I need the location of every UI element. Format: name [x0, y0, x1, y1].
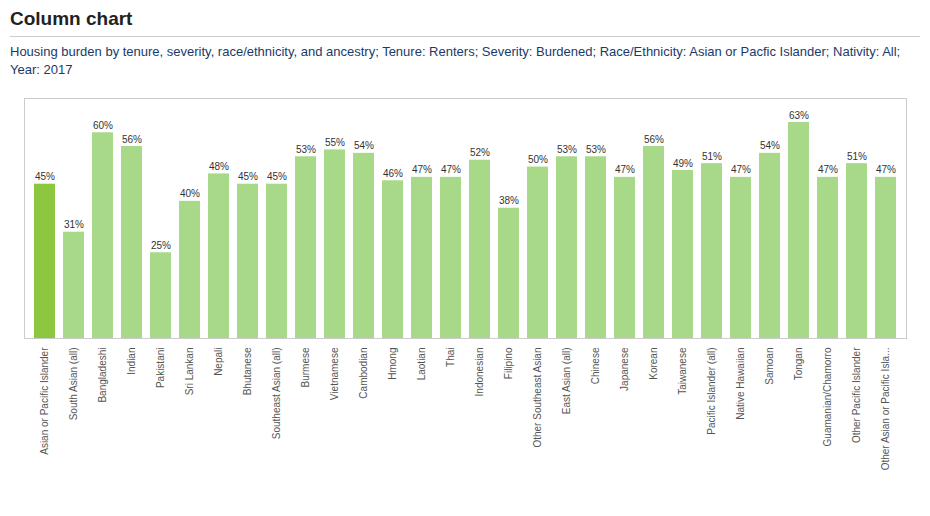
svg-text:53%: 53%	[586, 144, 606, 155]
svg-text:47%: 47%	[876, 164, 896, 175]
svg-text:Hmong: Hmong	[387, 348, 398, 380]
svg-text:Pakistani: Pakistani	[155, 348, 166, 389]
svg-text:Other Pacific Islander: Other Pacific Islander	[851, 347, 862, 443]
svg-text:Guamanian/Chamorro: Guamanian/Chamorro	[822, 347, 833, 446]
svg-text:Pacific Islander (all): Pacific Islander (all)	[706, 348, 717, 435]
svg-text:Bhutanese: Bhutanese	[242, 347, 253, 395]
svg-text:Laotian: Laotian	[416, 348, 427, 381]
svg-text:Taiwanese: Taiwanese	[677, 347, 688, 395]
svg-text:45%: 45%	[267, 171, 287, 182]
svg-text:Nepali: Nepali	[213, 348, 224, 376]
svg-text:Chinese: Chinese	[590, 347, 601, 384]
svg-text:45%: 45%	[35, 171, 55, 182]
svg-text:Japanese: Japanese	[619, 347, 630, 391]
svg-text:Filipino: Filipino	[503, 347, 514, 379]
svg-text:40%: 40%	[180, 188, 200, 199]
svg-text:49%: 49%	[673, 158, 693, 169]
svg-text:53%: 53%	[557, 144, 577, 155]
svg-text:56%: 56%	[644, 134, 664, 145]
svg-text:Indonesian: Indonesian	[474, 348, 485, 397]
svg-text:Asian or Pacific Islander: Asian or Pacific Islander	[39, 347, 50, 455]
svg-text:46%: 46%	[383, 168, 403, 179]
svg-text:Thai: Thai	[445, 348, 456, 367]
svg-text:Native Hawaiian: Native Hawaiian	[735, 348, 746, 420]
svg-text:50%: 50%	[528, 154, 548, 165]
svg-text:54%: 54%	[760, 140, 780, 151]
svg-text:Other Southeast Asian: Other Southeast Asian	[532, 348, 543, 448]
svg-text:47%: 47%	[818, 164, 838, 175]
svg-text:60%: 60%	[93, 120, 113, 131]
svg-text:45%: 45%	[238, 171, 258, 182]
svg-text:Indian: Indian	[126, 348, 137, 375]
svg-text:East Asian (all): East Asian (all)	[561, 348, 572, 415]
svg-text:Bangladeshi: Bangladeshi	[97, 348, 108, 403]
svg-text:Korean: Korean	[648, 348, 659, 380]
svg-text:51%: 51%	[702, 151, 722, 162]
html-text:Column chart: Column chart	[10, 8, 133, 29]
svg-text:25%: 25%	[151, 240, 171, 251]
svg-text:47%: 47%	[412, 164, 432, 175]
svg-text:Burmese: Burmese	[300, 347, 311, 387]
svg-text:54%: 54%	[354, 140, 374, 151]
svg-text:63%: 63%	[789, 110, 809, 121]
svg-text:47%: 47%	[441, 164, 461, 175]
svg-text:Other Asian or Pacific Isla...: Other Asian or Pacific Isla...	[880, 348, 891, 471]
svg-text:52%: 52%	[470, 147, 490, 158]
svg-text:Vietnamese: Vietnamese	[329, 347, 340, 400]
svg-text:Samoan: Samoan	[764, 348, 775, 385]
svg-text:53%: 53%	[296, 144, 316, 155]
svg-text:South Asian (all): South Asian (all)	[68, 348, 79, 421]
svg-text:31%: 31%	[64, 219, 84, 230]
svg-text:48%: 48%	[209, 161, 229, 172]
svg-text:Cambodian: Cambodian	[358, 348, 369, 399]
svg-text:Sri Lankan: Sri Lankan	[184, 348, 195, 396]
svg-text:47%: 47%	[615, 164, 635, 175]
svg-text:Tongan: Tongan	[793, 348, 804, 381]
svg-text:56%: 56%	[122, 134, 142, 145]
svg-text:47%: 47%	[731, 164, 751, 175]
html-text:Housing burden by tenure, seve: Housing burden by tenure, severity, race…	[10, 44, 901, 77]
svg-text:51%: 51%	[847, 151, 867, 162]
svg-text:38%: 38%	[499, 195, 519, 206]
svg-text:Southeast Asian (all): Southeast Asian (all)	[271, 348, 282, 440]
svg-text:55%: 55%	[325, 137, 345, 148]
